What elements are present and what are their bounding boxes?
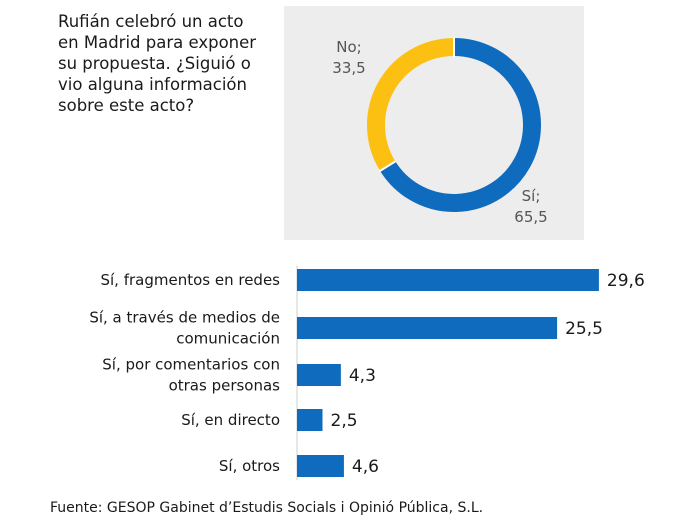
bar-value-label: 4,3 <box>349 366 376 386</box>
category-label: otras personas <box>169 377 281 395</box>
category-label: Sí, otros <box>219 457 280 475</box>
category-label: Sí, fragmentos en redes <box>100 271 280 289</box>
donut-chart-panel: Sí; 65,5 No; 33,5 <box>284 6 584 240</box>
slice-label: Sí; <box>522 187 541 205</box>
bar <box>297 317 558 339</box>
bar-value-label: 2,5 <box>331 411 358 431</box>
bar-value-label: 29,6 <box>607 271 645 291</box>
category-label: Sí, en directo <box>181 411 280 429</box>
question-text: Rufián celebró un acto en Madrid para ex… <box>58 12 257 115</box>
bar-chart: 29,6 Sí, fragmentos en redes 25,5 Sí, a tra… <box>89 266 645 480</box>
slice-label: No; <box>336 38 361 56</box>
donut-slice <box>367 38 455 171</box>
category-label: comunicación <box>176 330 280 348</box>
bar-value-label: 4,6 <box>352 457 379 477</box>
slice-separator <box>378 160 397 173</box>
donut-chart: Sí; 65,5 No; 33,5 <box>332 37 548 226</box>
bar-value-label: 25,5 <box>565 319 603 339</box>
donut-slice <box>380 38 541 212</box>
bar <box>297 409 323 431</box>
slice-value-label: 65,5 <box>514 208 547 226</box>
bar <box>297 455 344 477</box>
source-note: Fuente: GESOP Gabinet d’Estudis Socials … <box>50 500 484 516</box>
category-label: Sí, por comentarios con <box>102 356 280 374</box>
category-label: Sí, a través de medios de <box>89 309 280 327</box>
bar <box>297 364 341 386</box>
slice-value-label: 33,5 <box>332 59 365 77</box>
bar <box>297 269 599 291</box>
